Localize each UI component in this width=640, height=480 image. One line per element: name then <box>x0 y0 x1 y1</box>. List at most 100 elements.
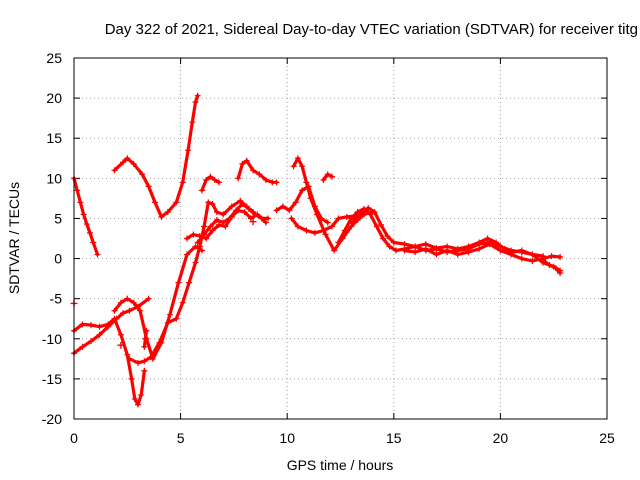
data-point-marker <box>145 295 152 302</box>
data-point-marker <box>324 219 331 226</box>
data-point-marker <box>164 319 171 326</box>
data-point-marker <box>444 247 451 254</box>
data-point-marker <box>96 331 103 338</box>
data-point-marker <box>90 239 97 246</box>
y-tick-label: -15 <box>42 371 62 387</box>
data-point-marker <box>254 211 261 218</box>
data-point-marker <box>390 239 397 246</box>
data-point-marker <box>422 245 429 252</box>
data-point-marker <box>256 171 263 178</box>
data-point-marker <box>384 233 391 240</box>
data-point-marker <box>130 299 137 306</box>
data-point-marker <box>335 239 342 246</box>
data-point-marker <box>529 251 536 258</box>
data-point-marker <box>303 227 310 234</box>
data-point-marker <box>299 163 306 170</box>
data-point-marker <box>228 213 235 220</box>
data-point-marker <box>341 227 348 234</box>
data-point-marker <box>465 243 472 250</box>
data-point-marker <box>211 176 218 183</box>
data-point-marker <box>209 227 216 234</box>
data-point-marker <box>356 211 363 218</box>
data-point-marker <box>237 197 244 204</box>
data-point-marker <box>192 99 199 106</box>
series-arc-8 <box>185 208 268 241</box>
y-tick-label: 10 <box>46 170 62 186</box>
data-point-marker <box>320 176 327 183</box>
y-tick-label: 15 <box>46 130 62 146</box>
data-point-marker <box>279 203 286 210</box>
data-point-marker <box>137 307 144 314</box>
data-point-marker <box>179 179 186 186</box>
data-point-marker <box>145 183 152 190</box>
data-point-marker <box>433 251 440 258</box>
data-point-marker <box>143 327 150 334</box>
data-point-marker <box>194 92 201 99</box>
data-point-marker <box>508 251 515 258</box>
data-point-marker <box>292 199 299 206</box>
data-point-marker <box>303 179 310 186</box>
x-tick-label: 10 <box>279 430 295 446</box>
data-point-marker <box>179 299 186 306</box>
y-tick-label: 25 <box>46 50 62 66</box>
data-point-marker <box>294 223 301 230</box>
data-point-marker <box>493 239 500 246</box>
data-point-marker <box>314 211 321 218</box>
x-axis-label: GPS time / hours <box>287 457 394 473</box>
y-tick-label: 5 <box>54 210 62 226</box>
data-point-marker <box>213 209 220 216</box>
data-point-marker <box>156 339 163 346</box>
data-point-marker <box>484 235 491 242</box>
data-point-marker <box>540 257 547 264</box>
series-arc-17 <box>402 242 562 263</box>
data-point-marker <box>273 179 280 186</box>
y-tick-label: -20 <box>42 411 62 427</box>
data-point-marker <box>433 245 440 252</box>
data-point-marker <box>124 351 131 358</box>
data-point-marker <box>175 279 182 286</box>
data-point-marker <box>245 205 252 212</box>
data-point-marker <box>111 167 118 174</box>
x-tick-label: 15 <box>386 430 402 446</box>
data-point-marker <box>320 227 327 234</box>
data-point-marker <box>412 249 419 256</box>
data-point-marker <box>209 201 216 208</box>
data-point-marker <box>201 223 208 230</box>
data-point-marker <box>288 215 295 222</box>
y-axis-label: SDTVAR / TECUs <box>6 182 22 294</box>
data-point-marker <box>117 299 124 306</box>
data-point-marker <box>173 315 180 322</box>
data-point-marker <box>126 307 133 314</box>
x-tick-label: 5 <box>177 430 185 446</box>
data-point-marker <box>331 247 338 254</box>
data-point-marker <box>546 261 553 268</box>
data-point-marker <box>183 235 190 242</box>
data-point-marker <box>557 269 564 276</box>
data-point-marker <box>557 253 564 260</box>
data-point-marker <box>141 358 148 365</box>
data-point-marker <box>392 247 399 254</box>
data-point-marker <box>88 322 95 329</box>
axis-ticks: 0 5 10 15 20 25 -20 -15 -10 -5 0 5 10 15 20 25 <box>42 50 615 446</box>
data-point-marker <box>96 323 103 330</box>
data-point-marker <box>401 241 408 248</box>
data-point-marker <box>486 241 493 248</box>
data-point-marker <box>213 217 220 224</box>
data-point-marker <box>131 395 138 402</box>
data-point-marker <box>412 243 419 250</box>
data-point-marker <box>185 147 192 154</box>
data-point-marker <box>166 311 173 318</box>
data-point-marker <box>215 179 222 186</box>
data-point-marker <box>328 173 335 180</box>
data-point-marker <box>371 209 378 216</box>
series-arc-18 <box>541 258 562 275</box>
data-point-marker <box>164 209 171 216</box>
data-point-marker <box>141 367 148 374</box>
plot-frame <box>73 57 608 420</box>
chart-title: Day 322 of 2021, Sidereal Day-to-day VTE… <box>105 21 638 38</box>
data-point-marker <box>262 219 269 226</box>
data-point-marker <box>378 221 385 228</box>
data-point-marker <box>120 310 127 317</box>
data-point-marker <box>273 207 280 214</box>
data-point-marker <box>105 321 112 328</box>
